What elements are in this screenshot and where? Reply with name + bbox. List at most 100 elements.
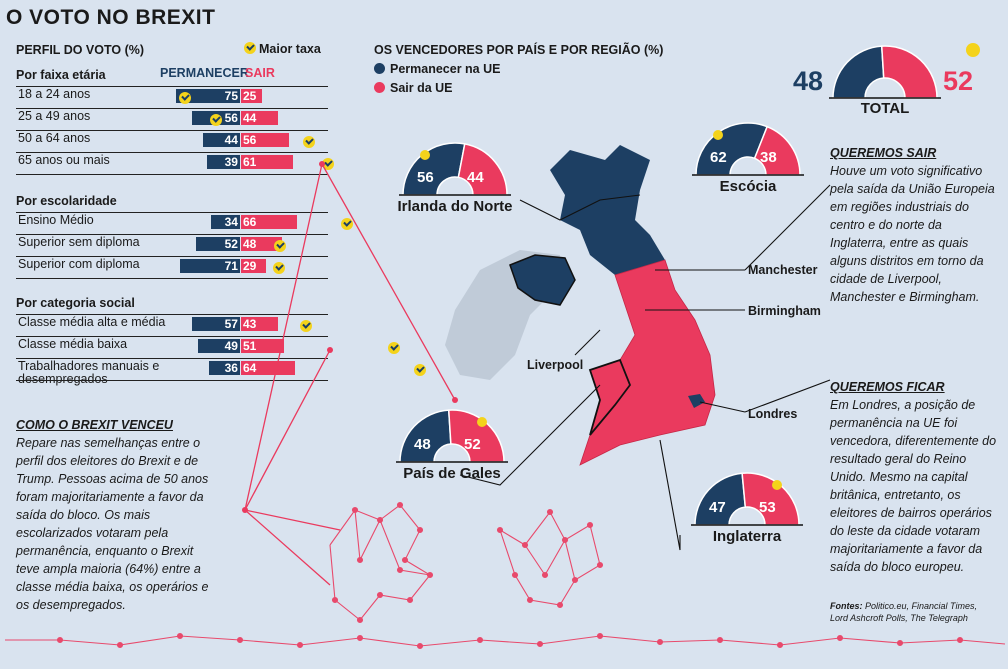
gauge-value-remain: 48 bbox=[793, 66, 824, 96]
city-london: Londres bbox=[748, 407, 798, 421]
profile-bars: Por faixa etária 18 a 24 anos 75 25 25 a 49 … bbox=[0, 0, 1008, 386]
bar-remain: 71 bbox=[179, 259, 240, 273]
gauge-title: Irlanda do Norte bbox=[397, 198, 513, 215]
gauge-slice-remain bbox=[402, 142, 466, 196]
gauge-slice-leave bbox=[447, 409, 505, 463]
map-heading: OS VENCEDORES POR PAÍS E POR REGIÃO (%) bbox=[374, 43, 664, 57]
row-divider bbox=[16, 130, 328, 131]
row-label: Ensino Médio bbox=[18, 213, 94, 227]
row-divider bbox=[16, 212, 328, 213]
uk-map bbox=[445, 145, 716, 466]
row-divider bbox=[16, 174, 328, 175]
row-divider bbox=[16, 152, 328, 153]
gauge-title: Inglaterra bbox=[712, 528, 782, 545]
legend-max-rate: Maior taxa bbox=[244, 42, 321, 56]
quote-leave-body: Houve um voto significativo pela saída d… bbox=[830, 164, 995, 304]
gauge-slice-leave bbox=[880, 45, 938, 99]
row-label: 25 a 49 anos bbox=[18, 109, 91, 123]
gauge-value-leave: 52 bbox=[943, 66, 974, 96]
sources-line2: Lord Ashcroft Polls, The Telegraph bbox=[830, 613, 968, 623]
gauge-slice-leave bbox=[741, 472, 800, 526]
row-divider bbox=[16, 358, 328, 359]
bar-leave: 48 bbox=[241, 237, 282, 251]
city-birmingham: Birmingham bbox=[748, 304, 821, 318]
row-divider bbox=[16, 314, 328, 315]
bar-remain: 52 bbox=[195, 237, 240, 251]
legend-leave: Sair da UE bbox=[374, 81, 453, 95]
gauge-value-leave: 38 bbox=[760, 149, 777, 166]
check-icon bbox=[210, 114, 223, 126]
check-icon bbox=[179, 92, 192, 104]
legend-remain-label: Permanecer na UE bbox=[390, 62, 501, 76]
check-icon bbox=[420, 150, 430, 160]
check-icon bbox=[341, 218, 354, 230]
check-icon bbox=[272, 262, 285, 274]
col-remain: PERMANECER bbox=[160, 66, 249, 80]
gauge-title: País de Gales bbox=[403, 465, 501, 482]
row-divider bbox=[16, 278, 328, 279]
row-label: Classe média baixa bbox=[18, 337, 128, 351]
sources-line1: Politico.eu, Financial Times, bbox=[865, 601, 977, 611]
quote-remain-title: QUEREMOS FICAR bbox=[830, 380, 945, 394]
page-title: O VOTO NO BREXIT bbox=[6, 6, 216, 29]
row-label: 18 a 24 anos bbox=[18, 87, 91, 101]
quote-remain-body: Em Londres, a posição de permanência na … bbox=[830, 398, 997, 574]
check-icon bbox=[414, 364, 427, 376]
bar-leave: 51 bbox=[241, 339, 285, 353]
bar-leave: 44 bbox=[241, 111, 279, 125]
gauge-value-leave: 44 bbox=[467, 169, 484, 186]
bar-leave: 56 bbox=[241, 133, 289, 147]
row-label: 65 anos ou mais bbox=[18, 153, 110, 167]
group-title-1: Por escolaridade bbox=[16, 194, 117, 208]
bar-leave: 29 bbox=[241, 259, 266, 273]
quote-leave: QUEREMOS SAIR Houve um voto significativ… bbox=[830, 144, 1000, 306]
bar-leave: 66 bbox=[241, 215, 298, 229]
row-divider bbox=[16, 336, 328, 337]
row-divider bbox=[16, 86, 328, 87]
gauge-value-leave: 53 bbox=[759, 499, 776, 516]
bar-remain: 39 bbox=[206, 155, 240, 169]
bar-remain: 36 bbox=[209, 361, 240, 375]
row-label: Superior sem diploma bbox=[18, 235, 140, 249]
gauge-value-leave: 52 bbox=[464, 436, 481, 453]
gauge-slice-remain bbox=[832, 45, 885, 99]
check-icon bbox=[299, 320, 312, 332]
check-icon bbox=[713, 130, 723, 140]
how-won-body: Repare nas semelhanças entre o perfil do… bbox=[16, 436, 209, 612]
sources: Fontes: Politico.eu, Financial Times, Lo… bbox=[830, 600, 977, 624]
check-icon bbox=[302, 136, 315, 148]
legend-max-rate-label: Maior taxa bbox=[259, 42, 321, 56]
check-icon bbox=[273, 240, 286, 252]
row-label: Superior com diploma bbox=[18, 257, 140, 271]
check-icon bbox=[477, 417, 487, 427]
row-divider bbox=[16, 256, 328, 257]
check-icon bbox=[966, 43, 980, 57]
gauge-title: Escócia bbox=[719, 178, 777, 195]
check-icon bbox=[388, 342, 401, 354]
bar-leave: 64 bbox=[241, 361, 296, 375]
gauge-title: TOTAL bbox=[860, 100, 910, 117]
gauge-value-remain: 62 bbox=[710, 149, 727, 166]
how-won-title: COMO O BREXIT VENCEU bbox=[16, 418, 173, 432]
gauge-value-remain: 48 bbox=[414, 436, 431, 453]
group-title-2: Por categoria social bbox=[16, 296, 135, 310]
check-icon bbox=[772, 480, 782, 490]
bar-leave: 25 bbox=[241, 89, 263, 103]
bar-leave: 61 bbox=[241, 155, 293, 169]
quote-remain: QUEREMOS FICAR Em Londres, a posição de … bbox=[830, 378, 1002, 576]
check-icon bbox=[244, 42, 256, 54]
gauge-slice-remain bbox=[399, 409, 452, 463]
bar-remain: 34 bbox=[211, 215, 240, 229]
legend-leave-label: Sair da UE bbox=[390, 81, 453, 95]
bar-remain: 75 bbox=[176, 89, 240, 103]
row-divider bbox=[16, 380, 328, 381]
legend-remain: Permanecer na UE bbox=[374, 62, 500, 76]
city-liverpool: Liverpool bbox=[527, 358, 584, 372]
